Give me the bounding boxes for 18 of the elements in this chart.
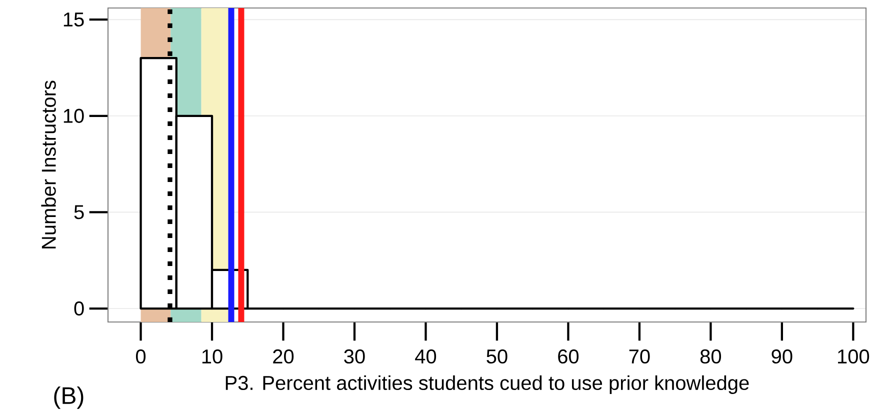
x-tick-label: 20 xyxy=(273,349,294,364)
x-tick-label: 0 xyxy=(136,349,146,364)
y-tick-label: 0 xyxy=(74,301,84,316)
x-tick-label: 30 xyxy=(344,349,365,364)
x-tick-label: 10 xyxy=(202,349,222,364)
y-tick-label: 15 xyxy=(64,12,84,27)
y-tick-label: 5 xyxy=(74,205,84,220)
x-axis-title: P3. Percent activities students cued to use prior knowledge xyxy=(226,375,749,394)
x-tick-label: 100 xyxy=(838,349,870,364)
x-tick-label: 70 xyxy=(629,349,650,364)
y-tick-label: 10 xyxy=(64,108,84,123)
x-tick-label: 90 xyxy=(772,349,792,364)
x-tick-label: 60 xyxy=(558,349,579,364)
y-axis-title: Number Instructors xyxy=(41,80,56,248)
x-tick-label: 80 xyxy=(700,349,722,364)
text: (B) xyxy=(54,386,84,409)
x-tick-label: 50 xyxy=(486,349,508,364)
x-tick-label: 40 xyxy=(415,349,436,364)
